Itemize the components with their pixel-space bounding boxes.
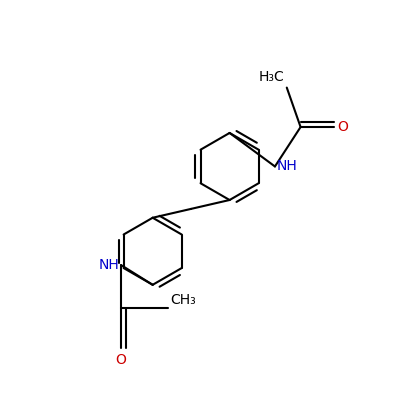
Text: O: O (116, 353, 126, 367)
Text: CH₃: CH₃ (170, 292, 196, 306)
Text: O: O (337, 120, 348, 134)
Text: NH: NH (277, 160, 298, 174)
Text: NH: NH (98, 258, 119, 272)
Text: H₃C: H₃C (259, 70, 285, 84)
